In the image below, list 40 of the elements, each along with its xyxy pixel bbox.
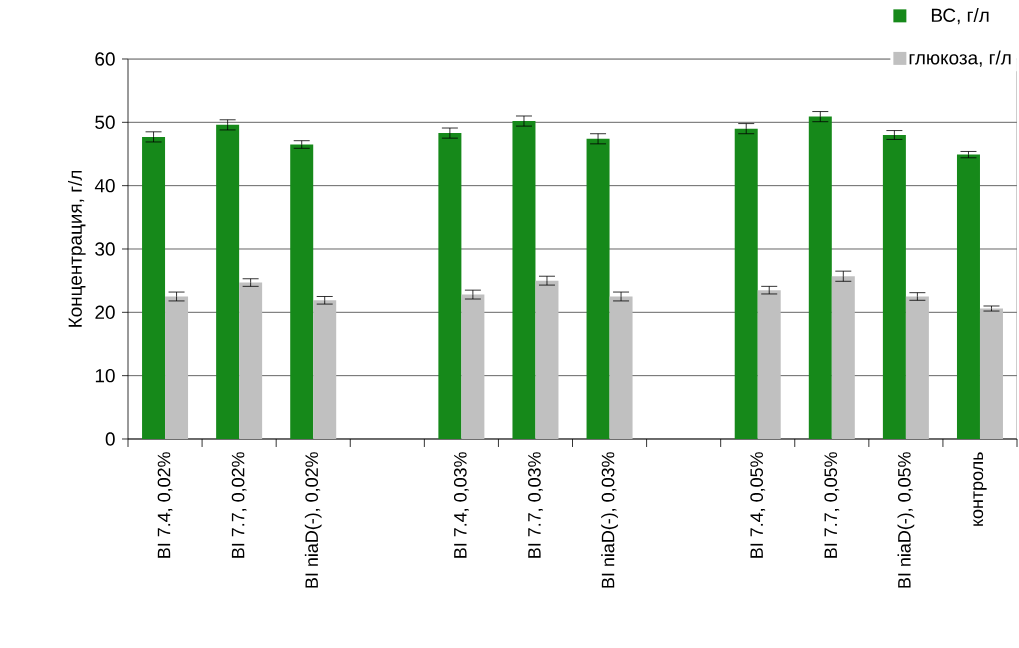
bar xyxy=(609,296,633,439)
bar xyxy=(313,300,337,439)
bar xyxy=(165,296,189,439)
bar xyxy=(438,133,462,439)
x-tick-label: BI 7.7, 0,02% xyxy=(231,452,247,558)
x-tick-label: контроль xyxy=(973,452,987,526)
y-tick-label: 40 xyxy=(94,178,115,193)
bar xyxy=(512,121,536,439)
legend-label: ВС, г/л xyxy=(931,8,989,25)
bar xyxy=(905,296,929,439)
x-tick-label: BI niaD(-), 0,03% xyxy=(601,452,618,588)
y-tick-label: 10 xyxy=(95,368,115,383)
bar xyxy=(142,136,166,439)
bar xyxy=(535,280,559,439)
y-axis-title: Концентрация, г/л xyxy=(67,170,86,327)
x-tick-label: BI 7.4, 0,05% xyxy=(750,452,766,558)
bar xyxy=(290,144,314,439)
y-tick-label: 30 xyxy=(95,242,115,256)
bar xyxy=(461,294,485,439)
bar xyxy=(808,116,832,439)
bar xyxy=(216,124,240,439)
bar xyxy=(757,290,781,439)
bar xyxy=(239,282,263,439)
y-tick-label: 60 xyxy=(95,52,115,66)
x-tick-label: BI 7.4, 0,03% xyxy=(453,452,469,558)
y-tick-label: 20 xyxy=(95,305,115,320)
bar xyxy=(979,308,1003,439)
bar xyxy=(734,128,758,439)
x-tick-label: BI 7.7, 0,03% xyxy=(528,452,543,558)
bar xyxy=(586,138,610,439)
bar xyxy=(831,276,855,439)
legend-label: глюкоза, г/л xyxy=(909,50,1011,67)
x-tick-label: BI niaD(-), 0,02% xyxy=(304,452,322,588)
x-tick-label: BI 7.4, 0,02% xyxy=(157,452,173,558)
y-tick-label: 0 xyxy=(105,432,115,446)
bar xyxy=(882,134,906,439)
x-tick-label: BI 7.7, 0,05% xyxy=(824,452,840,558)
y-tick-label: 50 xyxy=(95,115,115,130)
x-tick-label: BI niaD(-), 0,05% xyxy=(897,452,915,588)
bar xyxy=(956,154,980,439)
